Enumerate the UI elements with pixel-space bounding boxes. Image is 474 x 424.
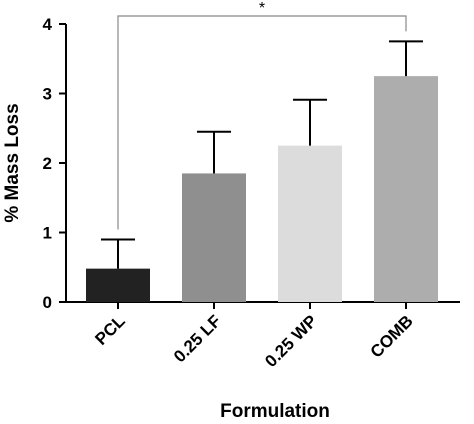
y-tick-label: 1 <box>43 224 52 243</box>
x-tick-label: COMB <box>367 311 417 361</box>
bar <box>86 268 150 302</box>
x-tick-label: 0.25 WP <box>261 311 321 371</box>
bar <box>182 173 246 302</box>
x-tick-label: PCL <box>91 311 128 348</box>
x-axis-title: Formulation <box>220 401 330 422</box>
significance-label: * <box>259 0 265 17</box>
y-tick-label: 4 <box>43 15 53 34</box>
error-bars <box>101 40 423 269</box>
y-tick-label: 0 <box>43 293 52 312</box>
y-axis-title: % Mass Loss <box>2 103 23 222</box>
significance-bracket: * <box>117 0 407 230</box>
bar <box>374 76 438 302</box>
significance-line <box>117 15 407 230</box>
x-tick-label: 0.25 LF <box>170 311 225 366</box>
y-tick-label: 3 <box>43 85 52 104</box>
bar <box>278 145 342 302</box>
y-tick-label: 2 <box>43 154 52 173</box>
bars <box>86 76 438 302</box>
